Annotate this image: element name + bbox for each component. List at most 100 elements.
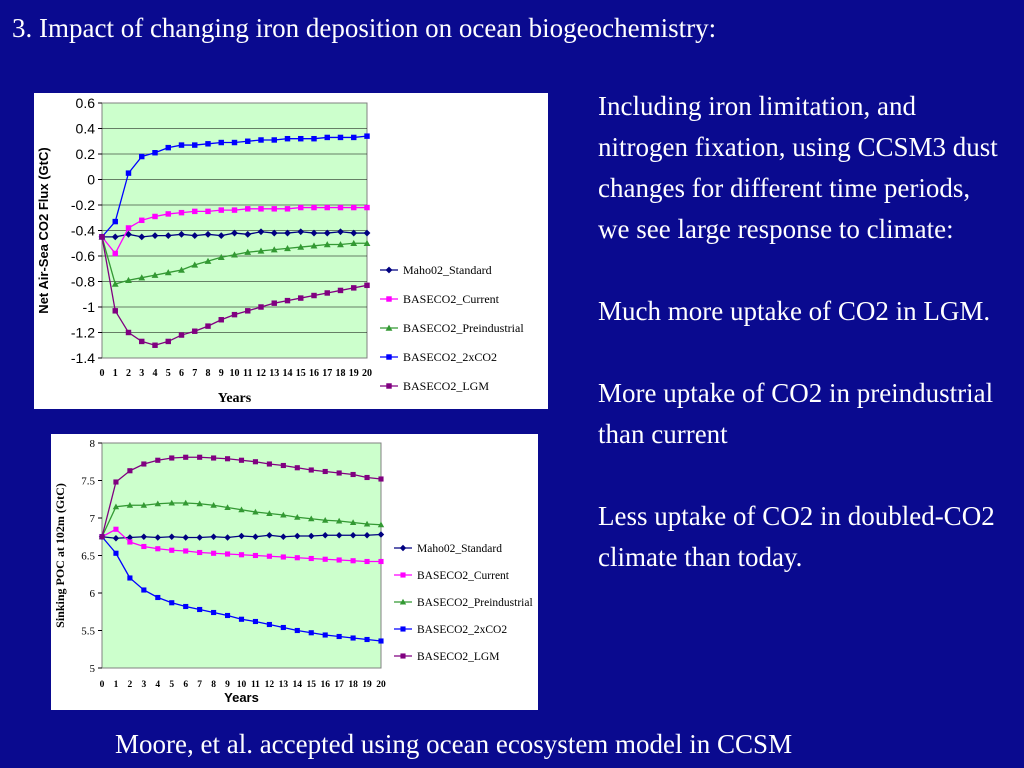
co2-flux-data-point-baseco2-lgm [284,297,291,304]
co2-flux-data-point-baseco2-lgm [311,292,317,299]
co2-flux-x-tick-label: 20 [362,368,372,379]
co2-flux-data-point-baseco2-current [298,204,304,211]
co2-flux-data-point-maho02-standard [217,232,225,239]
sinking-poc-x-tick-label: 1 [114,680,119,690]
co2-flux-data-point-baseco2-2xco2 [245,138,251,144]
co2-flux-data-point-maho02-standard [297,228,305,236]
sinking-poc-data-point-baseco2-current [378,558,384,565]
co2-flux-data-point-baseco2-lgm [178,332,185,338]
co2-flux-data-point-baseco2-current [271,206,277,212]
sinking-poc-data-point-maho02-standard [154,534,161,541]
co2-flux-chart-svg: 0.60.40.20-0.2-0.4-0.6-0.8-1-1.2-1.40 1 2 3… [36,95,524,406]
sinking-poc-data-point-baseco2-preindustrial [322,517,329,523]
sinking-poc-legend-marker-baseco2-lgm [400,653,406,659]
co2-flux-y-tick-label: -0.2 [71,197,95,213]
co2-flux-legend-marker-baseco2-lgm [386,383,392,389]
co2-flux-y-tick-label: 0.4 [76,120,96,136]
co2-flux-data-point-baseco2-current [112,250,118,257]
co2-flux-data-point-baseco2-lgm [139,338,145,345]
co2-flux-legend-label-maho02-standard: Maho02_Standard [403,263,492,277]
sinking-poc-data-point-baseco2-preindustrial [168,499,175,506]
sinking-poc-data-point-baseco2-preindustrial [140,502,148,508]
co2-flux-data-point-maho02-standard [244,230,252,238]
sinking-poc-data-point-baseco2-lgm [364,474,370,481]
sinking-poc-data-point-baseco2-2xco2 [364,636,370,643]
co2-flux-data-point-baseco2-current [337,204,344,211]
co2-flux-data-point-baseco2-preindustrial [297,243,305,250]
co2-flux-data-point-baseco2-current [192,208,198,215]
co2-flux-x-tick-label: 9 [219,368,224,379]
co2-flux-data-point-baseco2-preindustrial [350,239,358,246]
co2-flux-y-axis-label: Net Air-Sea CO2 Flux (GtC) [36,147,51,313]
sinking-poc-data-point-baseco2-2xco2 [113,550,119,556]
sinking-poc-x-tick-label: 6 [183,680,188,690]
sinking-poc-data-point-baseco2-current [364,558,370,565]
co2-flux-data-point-baseco2-current [165,211,171,217]
sinking-poc-data-point-maho02-standard [210,533,217,540]
sinking-poc-x-tick-label: 14 [293,680,303,690]
slide-title: 3. Impact of changing iron deposition on… [12,13,717,43]
co2-flux-data-point-maho02-standard [310,229,318,237]
co2-flux-data-point-baseco2-lgm [165,338,171,345]
sinking-poc-data-point-baseco2-preindustrial [335,517,343,524]
sinking-poc-data-point-baseco2-lgm [252,459,259,465]
co2-flux-legend-marker-baseco2-2xco2 [386,354,392,360]
sinking-poc-data-point-baseco2-lgm [294,465,300,471]
co2-flux-y-tick-label: -0.4 [71,222,95,238]
sinking-poc-data-point-baseco2-lgm [99,534,105,540]
sinking-poc-x-tick-label: 16 [320,680,330,690]
co2-flux-data-point-baseco2-preindustrial [151,271,159,278]
sinking-poc-data-point-baseco2-2xco2 [224,612,231,619]
sinking-poc-data-point-baseco2-preindustrial [224,504,231,511]
sinking-poc-data-point-baseco2-lgm [169,455,175,461]
co2-flux-data-point-baseco2-2xco2 [364,133,370,139]
sinking-poc-data-point-baseco2-preindustrial [210,502,217,508]
sinking-poc-data-point-baseco2-2xco2 [211,609,217,616]
co2-flux-data-point-baseco2-preindustrial [178,266,185,273]
sinking-poc-y-tick-label: 7 [90,513,96,525]
sinking-poc-data-point-baseco2-2xco2 [169,600,175,606]
sinking-poc-data-point-baseco2-lgm [266,461,272,467]
co2-flux-data-point-baseco2-lgm [99,234,105,240]
co2-flux-data-point-maho02-standard [138,233,146,241]
sinking-poc-chart: 8 7.5 7 6.5 6 5.5 5 0 1 2 3 4 5 6 7 8 9 10 11 12 13 14 15 16 17 1… [51,434,538,710]
co2-flux-data-point-baseco2-2xco2 [231,139,238,146]
sinking-poc-x-tick-label: 17 [334,680,344,690]
sinking-poc-data-point-baseco2-2xco2 [197,606,203,613]
sinking-poc-data-point-baseco2-current [155,546,161,552]
sinking-poc-data-point-maho02-standard [349,532,357,539]
co2-flux-data-point-baseco2-current [125,225,132,231]
sinking-poc-legend-marker-baseco2-preindustrial [399,598,407,605]
sinking-poc-data-point-baseco2-current [127,539,133,545]
co2-flux-data-point-maho02-standard [231,229,238,237]
co2-flux-data-point-maho02-standard [323,229,331,237]
co2-flux-legend-marker-maho02-standard [385,266,393,274]
sinking-poc-data-point-baseco2-current [252,552,259,559]
sinking-poc-x-tick-label: 9 [225,680,230,690]
co2-flux-data-point-baseco2-current [139,217,145,224]
sinking-poc-data-point-baseco2-lgm [322,468,328,475]
co2-flux-data-point-baseco2-lgm [152,342,158,348]
sinking-poc-data-point-baseco2-lgm [224,456,231,462]
co2-flux-chart: 0.6 0.4 0.2 0 -0.2 -0.4 -0.6 -0.8 -1 -1.2 -1.4 0 1 2 3… [34,93,548,409]
sinking-poc-x-tick-label: 11 [251,680,260,690]
sinking-poc-data-point-baseco2-2xco2 [155,594,161,601]
co2-flux-data-point-baseco2-lgm [271,300,277,306]
co2-flux-data-point-baseco2-2xco2 [152,150,158,156]
co2-flux-data-point-baseco2-lgm [324,290,330,296]
co2-flux-data-point-baseco2-preindustrial [270,246,278,253]
co2-flux-data-point-baseco2-current [245,206,251,212]
sinking-poc-data-point-baseco2-current [113,526,119,532]
co2-flux-data-point-baseco2-2xco2 [125,170,132,176]
co2-flux-x-tick-label: 13 [269,368,279,379]
co2-flux-x-tick-label: 7 [192,368,197,379]
co2-flux-data-point-baseco2-preindustrial [204,257,212,264]
sinking-poc-data-point-maho02-standard [182,534,189,541]
paragraph-lgm-uptake: Much more uptake of CO2 in LGM. [598,296,991,326]
co2-flux-data-point-baseco2-preindustrial [111,280,119,287]
co2-flux-y-tick-label: -1.2 [71,324,95,340]
co2-flux-data-point-maho02-standard [151,232,159,239]
sinking-poc-data-point-baseco2-current [266,553,272,559]
co2-flux-data-point-baseco2-current [178,209,185,216]
sinking-poc-data-point-baseco2-current [294,555,300,561]
